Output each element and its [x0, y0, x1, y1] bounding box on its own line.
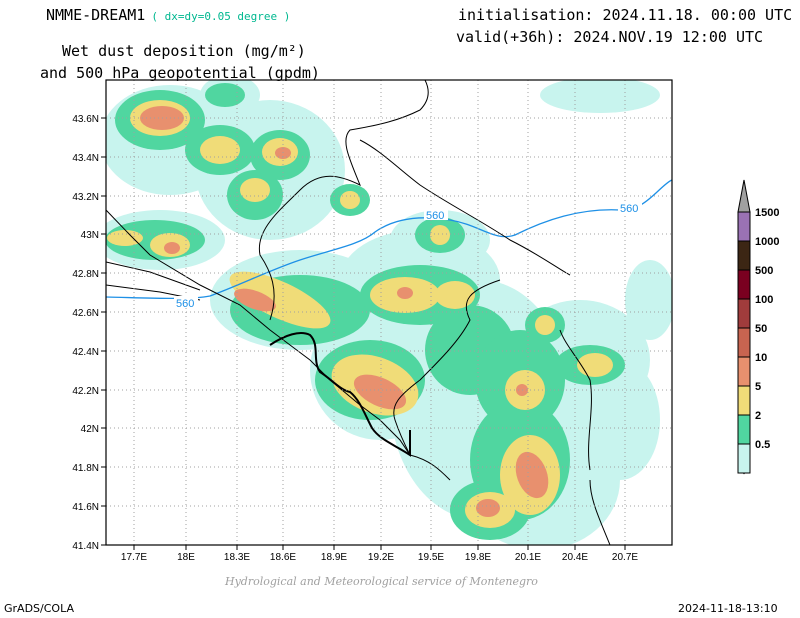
lon-label: 20.7E	[612, 552, 638, 563]
software-label: GrADS/COLA	[4, 602, 74, 615]
legend-swatch	[737, 240, 751, 271]
lat-label: 42.4N	[72, 347, 99, 358]
lat-label: 42.2N	[72, 386, 99, 397]
lon-label: 18.9E	[321, 552, 347, 563]
legend-swatch	[737, 327, 751, 358]
legend-label: 10	[755, 352, 767, 364]
legend-label: 5	[755, 381, 761, 393]
lon-label: 19.5E	[418, 552, 444, 563]
credit-line: Hydrological and Meteorological service …	[225, 575, 538, 588]
lat-label: 43N	[81, 230, 99, 241]
valid-time: valid(+36h): 2024.NOV.19 12:00 UTC	[456, 28, 764, 46]
legend-label: 0.5	[755, 439, 770, 451]
geopotential-contour	[106, 179, 672, 300]
model-title: NMME-DREAM1 ( dx=dy=0.05 degree )	[46, 6, 290, 24]
legend-swatch	[737, 298, 751, 329]
initialisation-time: initialisation: 2024.11.18. 00:00 UTC	[458, 6, 793, 24]
legend-top-arrow	[737, 179, 751, 213]
legend-swatch	[737, 356, 751, 387]
lon-label: 19.2E	[368, 552, 394, 563]
tick-marks	[101, 117, 626, 550]
contour-labels: 560 560 560	[174, 201, 642, 310]
map-grid	[106, 80, 672, 545]
lon-label: 18.6E	[270, 552, 296, 563]
lat-label: 42N	[81, 424, 99, 435]
contour-label-bg	[174, 296, 198, 308]
legend-label: 1500	[755, 207, 779, 219]
lon-label: 17.7E	[121, 552, 147, 563]
legend-swatch	[737, 414, 751, 445]
model-name: NMME-DREAM1	[46, 6, 146, 24]
variable-title-line2: and 500 hPa geopotential (gpdm)	[40, 64, 320, 82]
model-resolution: ( dx=dy=0.05 degree )	[151, 10, 291, 23]
legend-colorbar: 1500 1000 500 100 50 10 5 2 0.5	[737, 179, 779, 475]
lat-label: 42.8N	[72, 269, 99, 280]
variable-title-line1: Wet dust deposition (mg/m²)	[62, 42, 306, 60]
bay-of-kotor	[269, 332, 411, 457]
lon-label: 18.3E	[224, 552, 250, 563]
legend-swatch	[737, 211, 751, 242]
deposition-field	[106, 80, 672, 545]
latitude-labels: 43.6N 43.4N 43.2N 43N 42.8N 42.6N 42.4N …	[72, 114, 99, 552]
contour-label-bg	[424, 208, 448, 220]
legend-swatch	[737, 443, 751, 474]
lon-label: 20.1E	[515, 552, 541, 563]
lon-label: 18E	[177, 552, 195, 563]
legend-label: 50	[755, 323, 767, 335]
lon-label: 20.4E	[562, 552, 588, 563]
longitude-labels: 17.7E 18E 18.3E 18.6E 18.9E 19.2E 19.5E …	[121, 552, 638, 563]
lat-label: 41.8N	[72, 463, 99, 474]
contour-label-bg	[618, 201, 642, 213]
contour-label: 560	[176, 298, 194, 310]
render-timestamp: 2024-11-18-13:10	[678, 602, 778, 615]
legend-label: 500	[755, 265, 773, 277]
lon-label: 19.8E	[465, 552, 491, 563]
legend-label: 100	[755, 294, 773, 306]
contour-label: 560	[620, 203, 638, 215]
legend-swatch	[737, 385, 751, 416]
legend-label: 2	[755, 410, 761, 422]
lat-label: 41.4N	[72, 541, 99, 552]
lat-label: 42.6N	[72, 308, 99, 319]
legend-swatch	[737, 269, 751, 300]
lat-label: 43.2N	[72, 192, 99, 203]
legend-label: 1000	[755, 236, 779, 248]
contour-label: 560	[426, 210, 444, 222]
boundaries	[106, 80, 611, 545]
lat-label: 43.6N	[72, 114, 99, 125]
lat-label: 43.4N	[72, 153, 99, 164]
lat-label: 41.6N	[72, 502, 99, 513]
